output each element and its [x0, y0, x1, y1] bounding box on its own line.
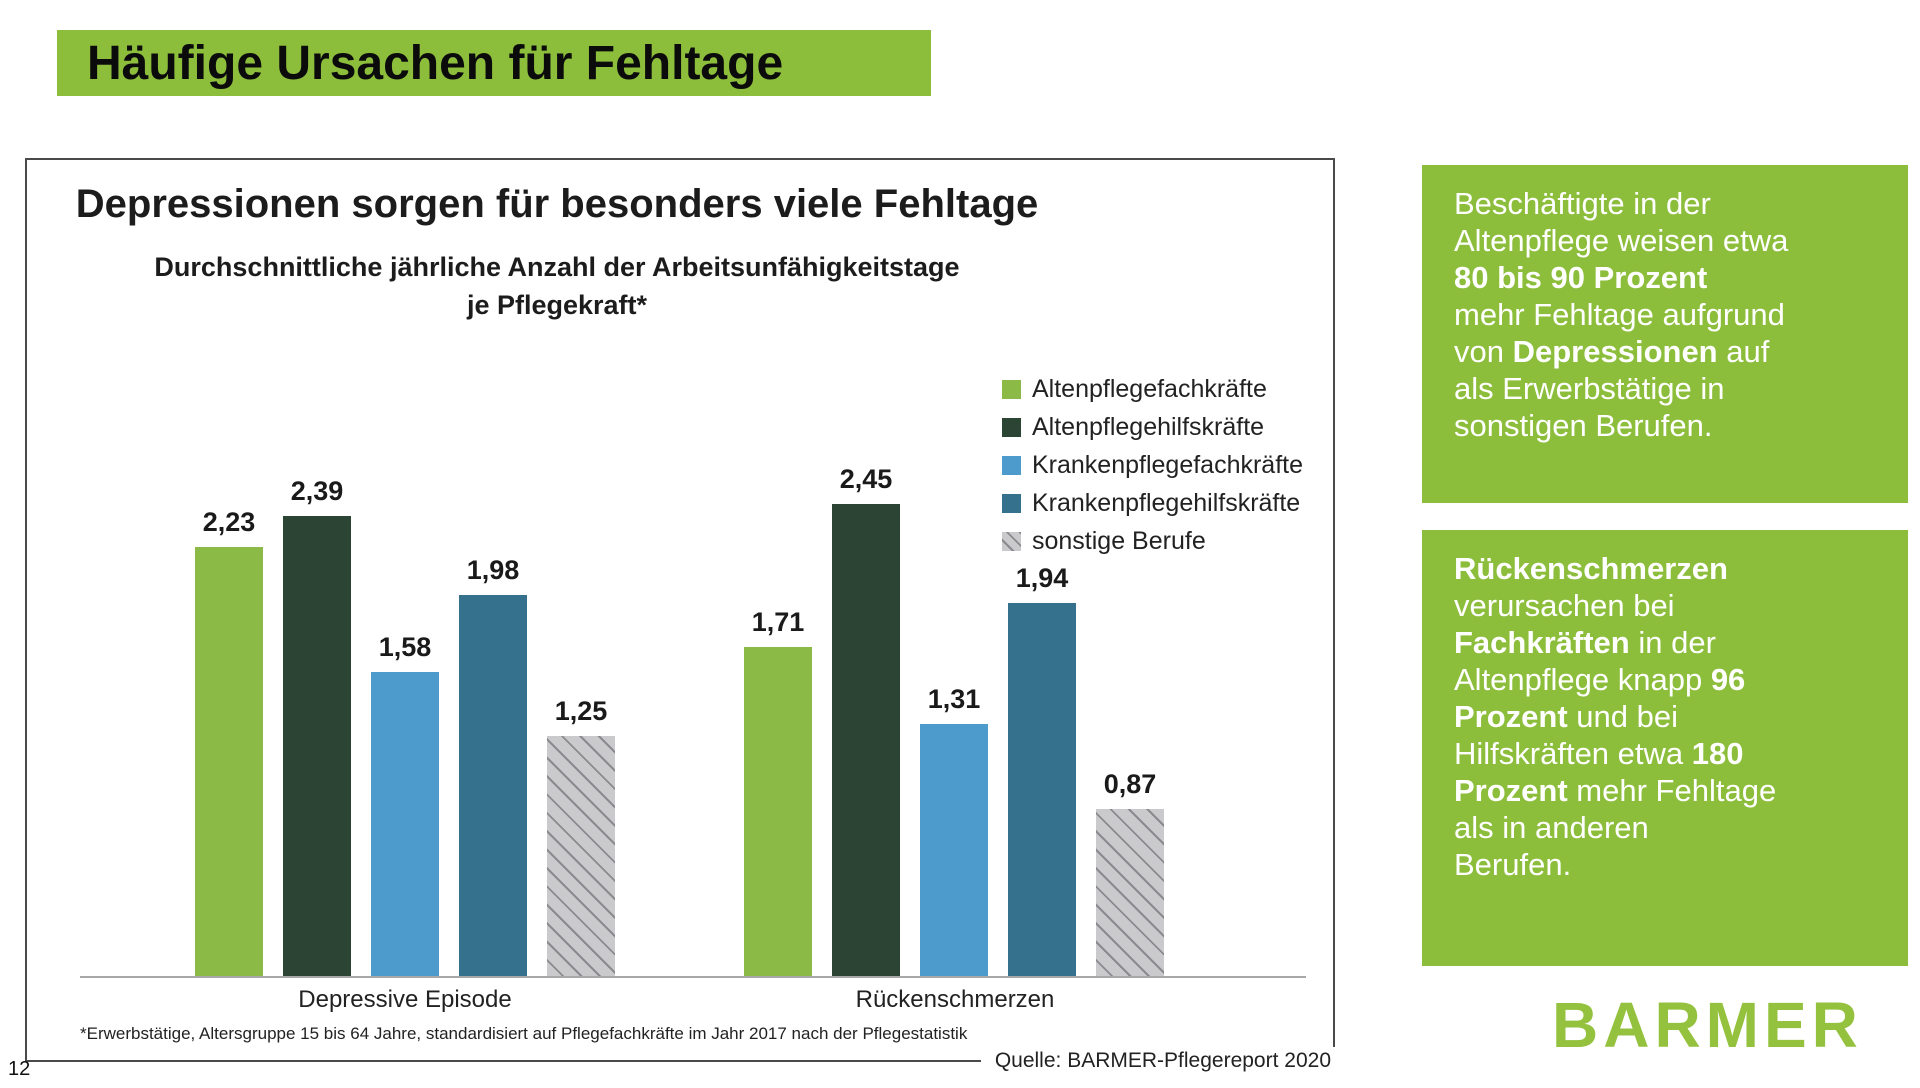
info-text-segment: als Erwerbstätige in [1454, 371, 1725, 406]
info-text-segment: 180 [1691, 736, 1744, 771]
info-text-segment: und bei [1567, 699, 1679, 734]
bar-value-label: 1,94 [1015, 563, 1069, 593]
legend-swatch-icon [1002, 379, 1021, 399]
info-text-segment: von [1454, 334, 1513, 369]
info-text-segment: Prozent [1454, 699, 1568, 734]
legend-label: Krankenpflegehilfskräfte [1032, 488, 1301, 517]
bar-Altenpflegehilfskräfte-Rückenschmerzen [832, 504, 900, 977]
bar-value-label: 2,45 [839, 464, 893, 494]
chart-title: Depressionen sorgen für besonders viele … [75, 182, 1039, 226]
info-text-segment: Hilfskräften etwa [1454, 736, 1692, 771]
bar-sonstige Berufe-Depressive Episode [547, 736, 615, 977]
info-text-segment: in der [1629, 625, 1716, 660]
legend-label: Krankenpflegefachkräfte [1032, 450, 1304, 479]
info-text-segment: sonstigen Berufen. [1454, 408, 1713, 443]
bar-value-label: 1,98 [466, 555, 520, 585]
legend-label: Altenpflegefachkräfte [1032, 374, 1267, 403]
info-text-segment: Depressionen [1512, 334, 1718, 369]
legend-swatch-icon [1002, 493, 1021, 513]
info-text-segment: mehr Fehltage aufgrund [1454, 297, 1785, 332]
bar-value-label: 1,58 [378, 632, 432, 662]
legend-swatch-icon [1002, 455, 1021, 475]
bar-sonstige Berufe-Rückenschmerzen [1096, 809, 1164, 977]
info-text-segment: als in anderen [1454, 810, 1649, 845]
info-text-segment: Beschäftigte in der [1454, 186, 1711, 221]
info-text-segment: Berufen. [1454, 847, 1572, 882]
bar-value-label: 2,23 [202, 507, 256, 537]
legend-swatch-icon [1002, 531, 1021, 551]
bar-Krankenpflegefachkräfte-Rückenschmerzen [920, 724, 988, 977]
bar-Krankenpflegehilfskräfte-Rückenschmerzen [1008, 603, 1076, 977]
info-text-segment: auf [1717, 334, 1770, 369]
bar-Altenpflegehilfskräfte-Depressive Episode [283, 516, 351, 977]
legend-item: Krankenpflegefachkräfte [1002, 446, 1332, 484]
highlight-box-depressionen: Beschäftigte in der Altenpflege weisen et… [1422, 165, 1908, 503]
info-text-segment: 96 [1710, 662, 1746, 697]
bar-value-label: 1,25 [554, 696, 608, 726]
info-text-segment: Altenpflege weisen etwa [1454, 223, 1789, 258]
info-text-segment: Rückenschmerzen [1454, 551, 1728, 586]
bar-Krankenpflegefachkräfte-Depressive Episode [371, 672, 439, 977]
info-text-segment: Altenpflege knapp [1454, 662, 1711, 697]
bar-value-label: 1,71 [751, 607, 805, 637]
bar-value-label: 0,87 [1103, 769, 1157, 799]
x-axis-line [80, 976, 1306, 978]
info-text-segment: verursachen bei [1454, 588, 1675, 623]
legend-item: sonstige Berufe [1002, 522, 1332, 560]
legend-item: Altenpflegefachkräfte [1002, 370, 1332, 408]
chart-source: Quelle: BARMER-Pflegereport 2020 [980, 1047, 1335, 1075]
bar-Krankenpflegehilfskräfte-Depressive Episode [459, 595, 527, 977]
barmer-logo: BARMER [1552, 989, 1863, 1061]
highlight-box-rueckenschmerzen: Rückenschmerzen verursachen bei Fachkräfte… [1422, 530, 1908, 966]
info-text-segment: Prozent [1454, 773, 1568, 808]
legend-label: Altenpflegehilfskräfte [1032, 412, 1265, 441]
chart-legend: Altenpflegefachkräfte Altenpflegehilfskrä… [1002, 370, 1332, 560]
legend-swatch-icon [1002, 417, 1021, 437]
info-text-segment: mehr Fehltage [1567, 773, 1777, 808]
chart-subtitle: Durchschnittliche jährliche Anzahl der A… [27, 248, 1087, 324]
category-label: Depressive Episode [298, 986, 512, 1013]
chart-footnote: *Erwerbstätige, Altersgruppe 15 bis 64 J… [80, 1024, 968, 1043]
title-banner: Häufige Ursachen für Fehltage [57, 30, 931, 96]
chart-subtitle-line2: je Pflegekraft* [466, 290, 648, 320]
slide-title: Häufige Ursachen für Fehltage [87, 36, 784, 90]
legend-item: Altenpflegehilfskräfte [1002, 408, 1332, 446]
category-label: Rückenschmerzen [855, 986, 1055, 1013]
chart-panel: Depressionen sorgen für besonders viele … [25, 158, 1335, 1075]
bar-Altenpflegefachkräfte-Depressive Episode [195, 547, 263, 977]
bar-value-label: 2,39 [290, 476, 344, 506]
info-text-segment: 80 bis 90 Prozent [1454, 260, 1708, 295]
legend-label: sonstige Berufe [1032, 526, 1206, 555]
page-number: 12 [8, 1058, 31, 1080]
info-text-segment: Fachkräften [1454, 625, 1630, 660]
chart-subtitle-line1: Durchschnittliche jährliche Anzahl der A… [154, 252, 960, 282]
legend-item: Krankenpflegehilfskräfte [1002, 484, 1332, 522]
bar-Altenpflegefachkräfte-Rückenschmerzen [744, 647, 812, 977]
bar-value-label: 1,31 [927, 684, 981, 714]
